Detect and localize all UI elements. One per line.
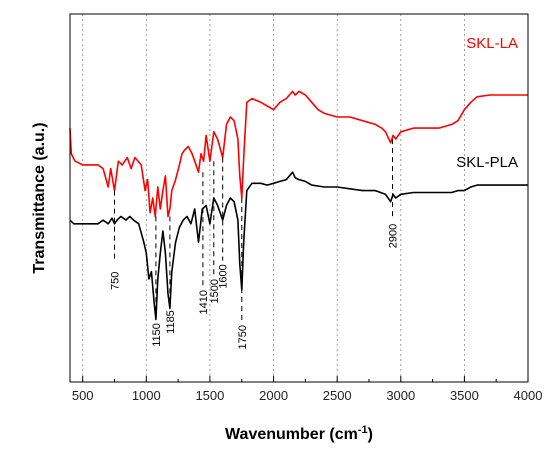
peak-label-1500: 1500 (209, 279, 221, 303)
peak-label-2900: 2900 (388, 224, 400, 248)
peak-label-1750: 1750 (237, 325, 249, 349)
grid-lines (82, 14, 465, 382)
x-tick-label: 3000 (386, 388, 415, 403)
plot-frame (69, 13, 529, 383)
plot-area (69, 90, 528, 321)
series-label-skl-pla: SKL-PLA (456, 154, 518, 171)
peak-label-750: 750 (110, 272, 122, 290)
x-axis-ticks: 500 1000 1500 2000 2500 3000 3500 4000 (72, 376, 543, 403)
x-tick-label: 3500 (450, 388, 479, 403)
x-tick-label: 2000 (259, 388, 288, 403)
x-tick-label: 500 (72, 388, 94, 403)
x-tick-label: 4000 (514, 388, 543, 403)
peak-label-1410: 1410 (198, 290, 210, 314)
series-line-skl-la (69, 90, 528, 218)
x-tick-label: 2500 (323, 388, 352, 403)
series-labels: SKL-LA SKL-PLA (456, 35, 518, 171)
x-tick-label: 1000 (132, 388, 161, 403)
series-line-skl-pla (69, 171, 528, 321)
y-axis-title: Transmittance (a.u.) (31, 122, 48, 273)
x-axis-title: Wavenumber (cm-1) (225, 424, 373, 443)
peak-label-1600: 1600 (218, 264, 230, 288)
x-tick-label: 1500 (195, 388, 224, 403)
series-label-skl-la: SKL-LA (466, 35, 518, 52)
peak-label-1185: 1185 (165, 310, 177, 334)
peak-label-1150: 1150 (151, 323, 163, 347)
